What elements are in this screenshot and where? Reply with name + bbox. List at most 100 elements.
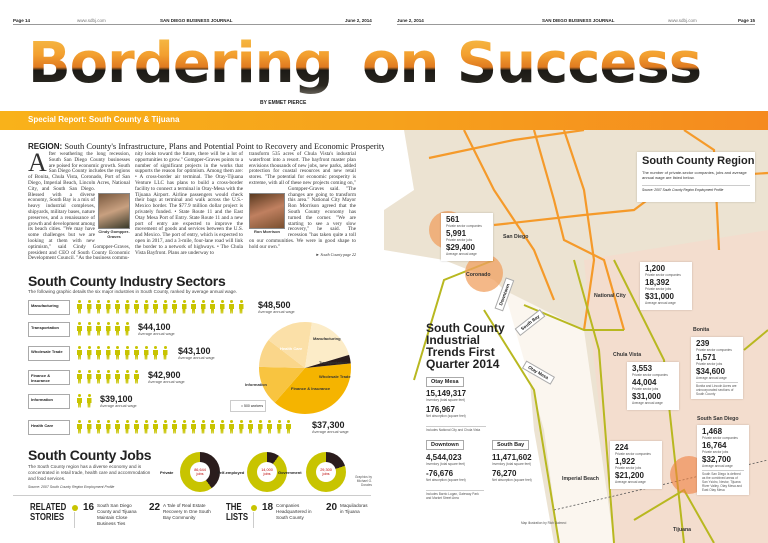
stat-value: -76,676 bbox=[426, 469, 454, 478]
sector-name: Health Care bbox=[31, 423, 54, 428]
section-band: Special Report: South County & Tijuana bbox=[0, 111, 768, 130]
stat-value: 15,149,317 bbox=[426, 389, 467, 398]
place-label: Coronado bbox=[466, 272, 491, 278]
jobs-value: 1,571 bbox=[696, 353, 717, 362]
list-link[interactable]: Companies Headquartered in South County bbox=[276, 503, 312, 520]
donut-value: 14,000 bbox=[261, 467, 273, 472]
graphics-credit: Graphics by Michael G. Dorales bbox=[354, 475, 372, 487]
bullet-dot bbox=[251, 505, 257, 511]
otay-mesa-label: Otay Mesa bbox=[426, 377, 464, 387]
southbay-absorption: 76,270 Net absorption (square feet) bbox=[492, 470, 532, 483]
map-title: South County Region bbox=[642, 155, 755, 167]
wage-value: $31,000 bbox=[645, 292, 674, 301]
pie-label: Wholesale Trade bbox=[319, 374, 351, 379]
byline: BY EMMET PIERCE bbox=[260, 100, 307, 106]
related-page[interactable]: 16 bbox=[83, 502, 95, 513]
companies-label: Private sector companies bbox=[446, 224, 482, 228]
wage-label: Average annual wage bbox=[446, 252, 477, 256]
wage-label: Average annual wage bbox=[615, 480, 646, 484]
person-icon bbox=[143, 300, 150, 314]
related-story-link[interactable]: South San Diego County and Tijuana Maint… bbox=[97, 503, 137, 526]
person-icon bbox=[162, 300, 169, 314]
person-icon bbox=[152, 300, 159, 314]
sector-name: Manufacturing bbox=[31, 303, 59, 308]
photo-caption: Ron Morrison bbox=[254, 229, 280, 234]
sector-row: Information $39,100 Average annual wage bbox=[28, 394, 373, 410]
person-icon bbox=[133, 420, 140, 434]
wage-value: $39,100 bbox=[100, 394, 133, 404]
related-stories-title: RELATED STORIES bbox=[30, 502, 67, 523]
person-icon bbox=[171, 300, 178, 314]
sector-wage: $48,500 Average annual wage bbox=[258, 300, 295, 315]
person-icon bbox=[114, 300, 121, 314]
companies-value: 561 bbox=[446, 215, 460, 224]
jobs-source: Source: 2007 South County Region Employm… bbox=[28, 485, 115, 489]
divider bbox=[13, 24, 371, 25]
wage-value: $31,000 bbox=[632, 392, 661, 401]
person-icon bbox=[152, 346, 159, 360]
jobs-value: 16,764 bbox=[702, 441, 727, 450]
wage-label: Average annual wage bbox=[632, 401, 663, 405]
worker-pictograph bbox=[76, 394, 93, 408]
jump-link[interactable]: ► South County page 22 bbox=[249, 252, 356, 258]
wage-label: Average annual wage bbox=[258, 310, 295, 314]
legend: = 500 workers bbox=[230, 400, 266, 412]
sector-row: Manufacturing $48,500 Average annual wage bbox=[28, 300, 373, 316]
companies-value: 1,468 bbox=[702, 427, 723, 436]
person-icon bbox=[266, 420, 273, 434]
list-page[interactable]: 18 bbox=[262, 502, 274, 513]
person-icon bbox=[76, 300, 83, 314]
person-icon bbox=[76, 420, 83, 434]
wage-label: Average annual wage bbox=[312, 430, 349, 434]
sector-label: Information bbox=[28, 394, 70, 409]
pie-label: Health Care bbox=[280, 346, 303, 351]
donut-label: Private bbox=[160, 470, 174, 475]
map-highlight-circle bbox=[465, 254, 503, 292]
photo-caption: Cindy Gompper-Graves bbox=[98, 229, 130, 239]
article-text: nity looks toward the future, there will… bbox=[135, 151, 243, 256]
wage-label: Average annual wage bbox=[645, 301, 676, 305]
map-description: The number of private-sector companies, … bbox=[642, 170, 747, 180]
pie-slice bbox=[259, 340, 305, 368]
bullet-dot bbox=[72, 505, 78, 511]
jobs-value: 18,392 bbox=[645, 278, 670, 287]
person-icon bbox=[228, 300, 235, 314]
jobs-value: 5,991 bbox=[446, 229, 467, 238]
list-page[interactable]: 20 bbox=[326, 502, 338, 513]
photo-block: Cindy Gompper-Graves bbox=[98, 193, 130, 239]
person-icon bbox=[162, 420, 169, 434]
downtown-inventory: 4,544,023 Inventory (total square feet) bbox=[426, 454, 465, 467]
list-link[interactable]: Maquiladoras in Tijuana bbox=[340, 503, 368, 514]
donut-unit: jobs bbox=[322, 471, 330, 476]
wage-value: $42,900 bbox=[148, 370, 181, 380]
companies-label: Private sector companies bbox=[632, 373, 668, 377]
page-number-left: Page 14 bbox=[13, 18, 31, 23]
stat-label: Net absorption (square feet) bbox=[426, 414, 466, 418]
stat-label: Inventory (total square feet) bbox=[492, 462, 531, 466]
companies-value: 3,553 bbox=[632, 364, 653, 373]
downtown-note: Includes Barrio Logan, Gateway Park and … bbox=[426, 490, 484, 500]
sector-name: Information bbox=[31, 397, 53, 402]
person-icon bbox=[133, 370, 140, 384]
sector-name: Finance & Insurance bbox=[31, 373, 51, 383]
sector-row: Health Care $37,300 Average annual wage bbox=[28, 420, 373, 436]
sector-row: Wholesale Trade $43,100 Average annual wag… bbox=[28, 346, 373, 362]
wage-label: Average annual wage bbox=[702, 464, 733, 468]
related-story-link[interactable]: A Tale of Real Estate Recovery In One So… bbox=[163, 503, 211, 520]
wage-label: Average annual wage bbox=[696, 376, 727, 380]
sector-label: Health Care bbox=[28, 420, 70, 435]
worker-pictograph bbox=[76, 322, 131, 336]
headline-left: Bordering bbox=[28, 31, 334, 96]
sectors-title: South County Industry Sectors bbox=[28, 273, 226, 289]
stat-box-imperial-beach: 224 Private sector companies 1,922 Private … bbox=[610, 441, 662, 489]
person-icon bbox=[114, 322, 121, 336]
section-title: Special Report: South County & Tijuana bbox=[28, 115, 180, 124]
person-icon bbox=[76, 322, 83, 336]
url-right: www.sdbj.com bbox=[668, 18, 697, 23]
jobs-label: Private sector jobs bbox=[632, 387, 659, 391]
wage-value: $32,700 bbox=[702, 455, 731, 464]
pie-slice bbox=[305, 354, 351, 368]
wage-label: Average annual wage bbox=[100, 404, 137, 408]
related-page[interactable]: 22 bbox=[149, 502, 161, 513]
person-icon bbox=[124, 370, 131, 384]
